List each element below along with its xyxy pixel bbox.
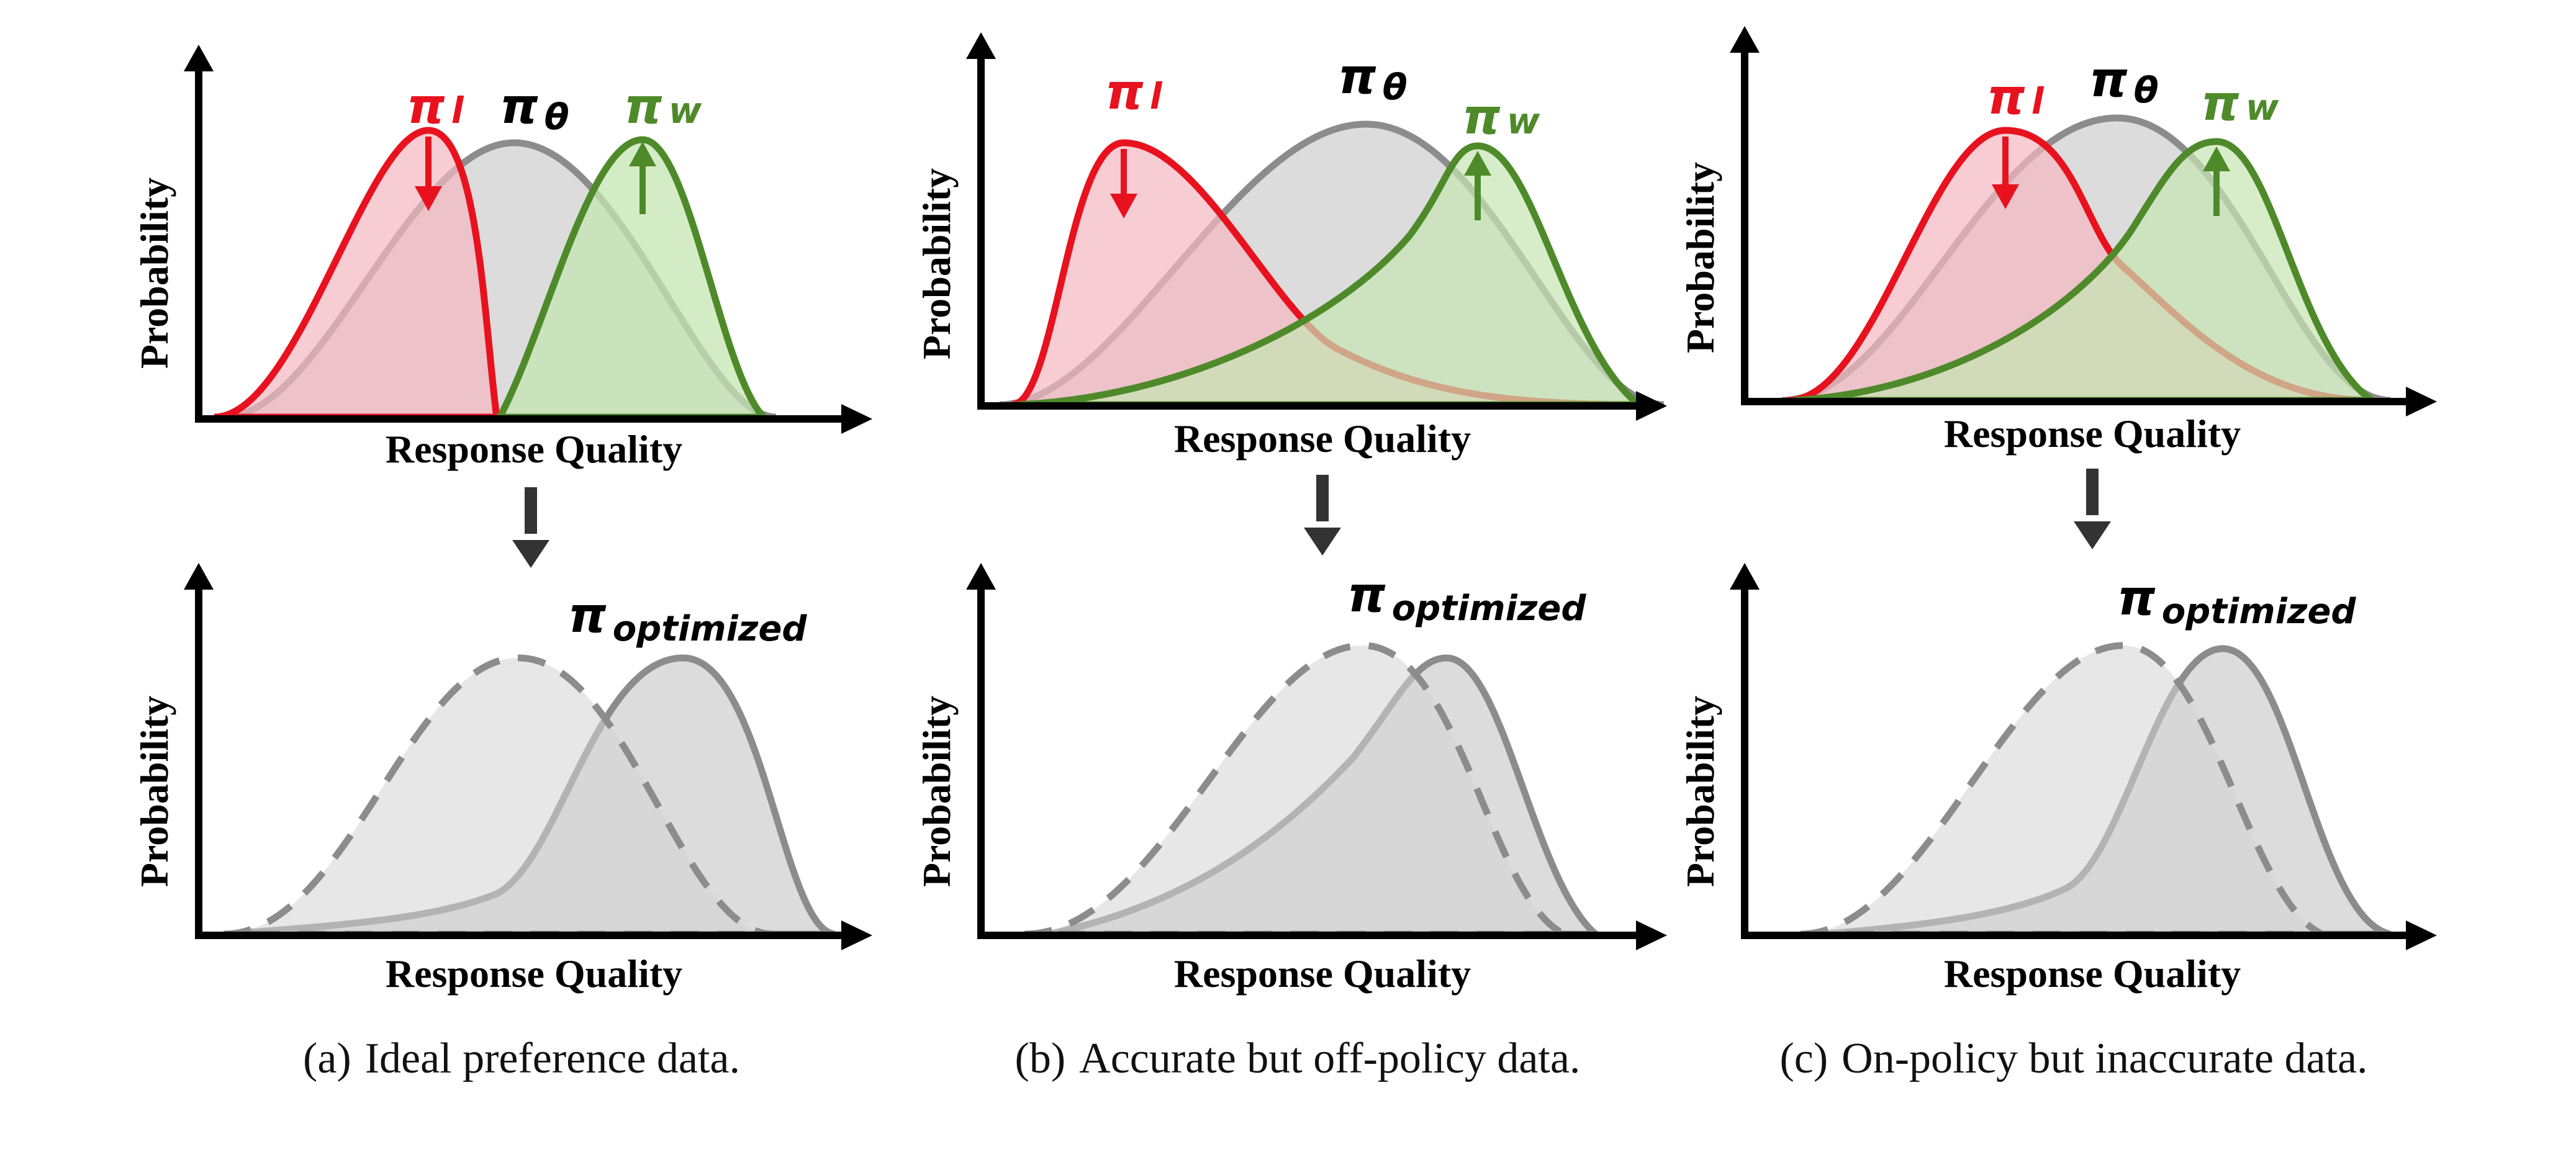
axis-title-y: Probability xyxy=(915,168,959,359)
original-policy-dashed-curve xyxy=(1024,642,1566,938)
label-pi-optimized: π optimized xyxy=(1347,567,1586,629)
original-policy-dashed-curve xyxy=(223,654,774,938)
panel-c-flow-arrow xyxy=(2074,469,2111,549)
winner-up-arrowhead xyxy=(2203,146,2230,171)
winner-up-arrowhead xyxy=(629,142,656,166)
label-pi-optimized: π optimized xyxy=(568,588,807,649)
original-policy-dashed-curve xyxy=(1800,642,2324,938)
axis-title-y: Probability xyxy=(915,696,959,887)
x-axis-arrowhead xyxy=(2406,920,2437,950)
x-axis-arrowhead xyxy=(1636,920,1667,950)
winner-up-arrowhead xyxy=(1464,151,1491,176)
winner-curve xyxy=(1018,142,1650,408)
caption-a: (a) Ideal preference data. xyxy=(303,1035,740,1082)
axis-title-x: Response Quality xyxy=(386,951,682,996)
winner-curve xyxy=(494,136,772,421)
axis-title-y: Probability xyxy=(132,696,176,887)
loser-down-arrowhead xyxy=(1110,194,1137,218)
loser-curve xyxy=(214,127,501,421)
axis-title-y: Probability xyxy=(132,178,176,369)
panel-b-bottom-chart: Probability Response Quality π optimized xyxy=(915,563,1667,996)
y-axis-arrowhead xyxy=(1730,26,1760,53)
panel-b-flow-arrow xyxy=(1304,475,1341,556)
y-axis-arrowhead xyxy=(184,563,214,590)
axis-title-y: Probability xyxy=(1678,162,1722,353)
y-axis-arrowhead xyxy=(966,32,996,59)
x-axis-arrowhead xyxy=(841,404,872,434)
panel-c-bottom-chart: Probability Response Quality π optimized xyxy=(1678,563,2437,996)
axis-title-y: Probability xyxy=(1678,696,1722,887)
loser-down-arrowhead xyxy=(1992,184,2019,209)
y-axis-arrowhead xyxy=(184,45,214,71)
x-axis-arrowhead xyxy=(841,920,872,950)
winner-curve xyxy=(1794,138,2383,404)
axis-title-x: Response Quality xyxy=(1944,951,2241,996)
y-axis-arrowhead xyxy=(966,563,996,590)
axis-title-x: Response Quality xyxy=(386,427,682,471)
axis-title-x: Response Quality xyxy=(1944,412,2241,456)
panel-a-flow-arrow xyxy=(512,487,549,568)
panel-a-bottom-chart: Probability Response Quality π optimized xyxy=(132,563,872,996)
caption-b: (b) Accurate but off-policy data. xyxy=(1015,1035,1581,1082)
caption-c: (c) On-policy but inaccurate data. xyxy=(1779,1035,2367,1082)
y-axis-arrowhead xyxy=(1730,563,1760,590)
loser-down-arrowhead xyxy=(415,186,442,211)
axis-title-x: Response Quality xyxy=(1174,951,1471,996)
label-pi-optimized: π optimized xyxy=(2117,570,2356,632)
x-axis-arrowhead xyxy=(2406,387,2437,416)
axis-title-x: Response Quality xyxy=(1174,416,1471,461)
x-axis-arrowhead xyxy=(1636,391,1667,421)
